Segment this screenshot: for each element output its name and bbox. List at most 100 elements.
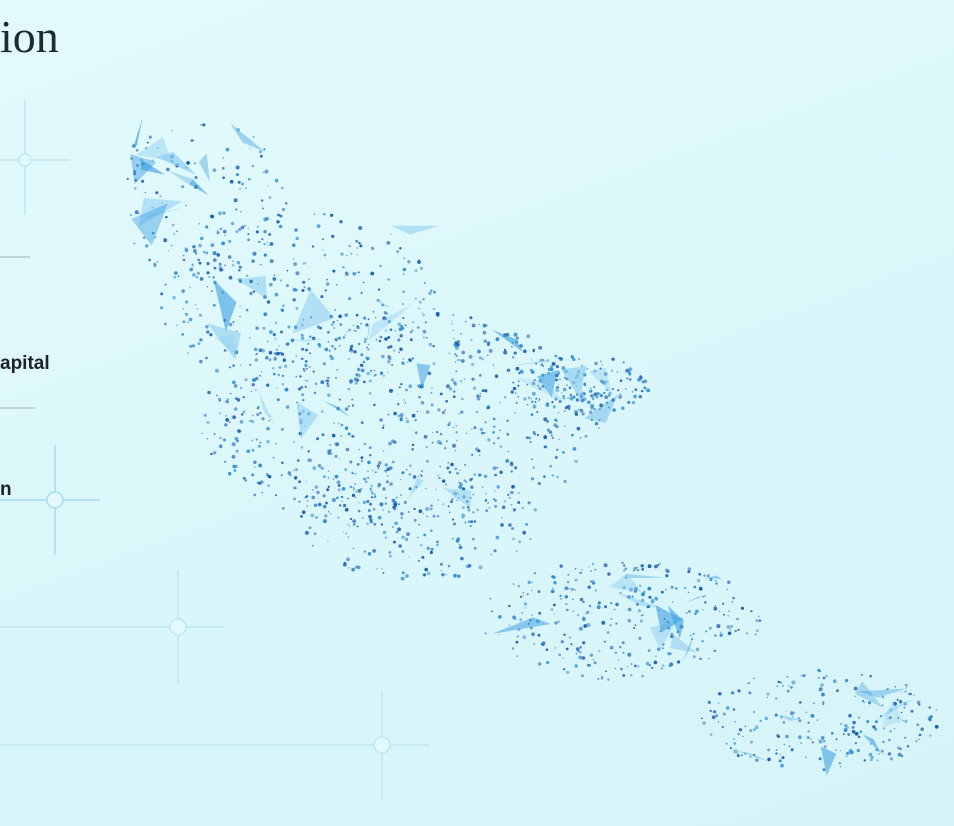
particle [250, 390, 253, 392]
particle [324, 347, 329, 352]
particle [218, 211, 223, 216]
particle [275, 348, 278, 351]
particle [479, 392, 482, 395]
particle [587, 585, 591, 589]
particle [182, 254, 185, 257]
particle [822, 676, 826, 680]
particle [302, 280, 306, 284]
particle [338, 398, 341, 401]
particle [519, 595, 523, 598]
particle [818, 689, 821, 692]
particle [676, 660, 681, 664]
particle [474, 447, 479, 452]
particle [159, 195, 162, 198]
particle [477, 349, 481, 354]
particle [515, 402, 518, 404]
particle [872, 725, 876, 729]
particle [790, 748, 794, 752]
particle [531, 400, 534, 403]
particle [333, 422, 335, 424]
particle [359, 244, 363, 248]
particle [194, 162, 196, 165]
particle [276, 398, 280, 402]
particle [374, 373, 377, 377]
particle [645, 661, 650, 666]
particle [332, 321, 335, 323]
particle [181, 185, 185, 189]
particle [413, 519, 417, 522]
particle [327, 451, 332, 455]
particle [470, 485, 474, 489]
particle [265, 356, 269, 360]
particle [780, 753, 782, 756]
shard [236, 276, 267, 299]
particle [581, 674, 584, 678]
particle [471, 428, 473, 430]
particle [194, 304, 197, 306]
particle [807, 721, 810, 724]
particle [915, 740, 918, 743]
particle [266, 241, 269, 244]
particle [261, 491, 264, 494]
particle [566, 603, 568, 605]
particle [902, 720, 905, 722]
particle [311, 336, 316, 341]
particle [596, 392, 600, 396]
particle [399, 334, 403, 338]
particle [785, 734, 789, 739]
particle [703, 574, 706, 577]
particle [304, 379, 306, 381]
particle [231, 264, 235, 267]
particle [526, 403, 529, 406]
particle [538, 400, 540, 402]
particle [755, 758, 759, 762]
particle [163, 238, 168, 243]
particle [311, 245, 315, 248]
particle [519, 344, 523, 348]
particle [549, 367, 554, 372]
shard [537, 356, 585, 365]
particle [212, 168, 217, 172]
particle [225, 418, 230, 422]
particle [473, 426, 477, 430]
particle [604, 395, 609, 400]
particle [566, 670, 570, 674]
particle [295, 355, 297, 357]
particle [295, 475, 298, 478]
shard [670, 633, 697, 653]
particle [822, 739, 826, 743]
menu-item[interactable]: apital [0, 353, 50, 374]
particle [461, 397, 464, 401]
particle [553, 613, 555, 615]
particle [621, 641, 625, 645]
particle [572, 357, 576, 361]
particle [423, 533, 427, 537]
particle [420, 401, 425, 405]
shard [492, 329, 523, 352]
particle [448, 470, 452, 474]
shard [506, 359, 552, 367]
shard [207, 323, 241, 360]
particle [307, 458, 312, 463]
particle [531, 589, 533, 592]
particle [173, 233, 176, 235]
particle [263, 295, 267, 299]
particle [400, 479, 402, 481]
particle [298, 500, 301, 503]
particle [668, 664, 672, 668]
particle [356, 373, 361, 378]
particle [184, 248, 189, 252]
particle [239, 305, 241, 307]
particle [523, 349, 527, 354]
particle [323, 253, 327, 257]
particle [433, 290, 436, 294]
menu-item[interactable]: n [0, 479, 12, 500]
shard [584, 394, 618, 423]
particle [718, 692, 722, 696]
particle [904, 719, 908, 724]
shard [608, 573, 643, 593]
particle [730, 625, 733, 628]
particle [759, 719, 762, 723]
particle [239, 387, 243, 390]
particle [518, 372, 521, 375]
